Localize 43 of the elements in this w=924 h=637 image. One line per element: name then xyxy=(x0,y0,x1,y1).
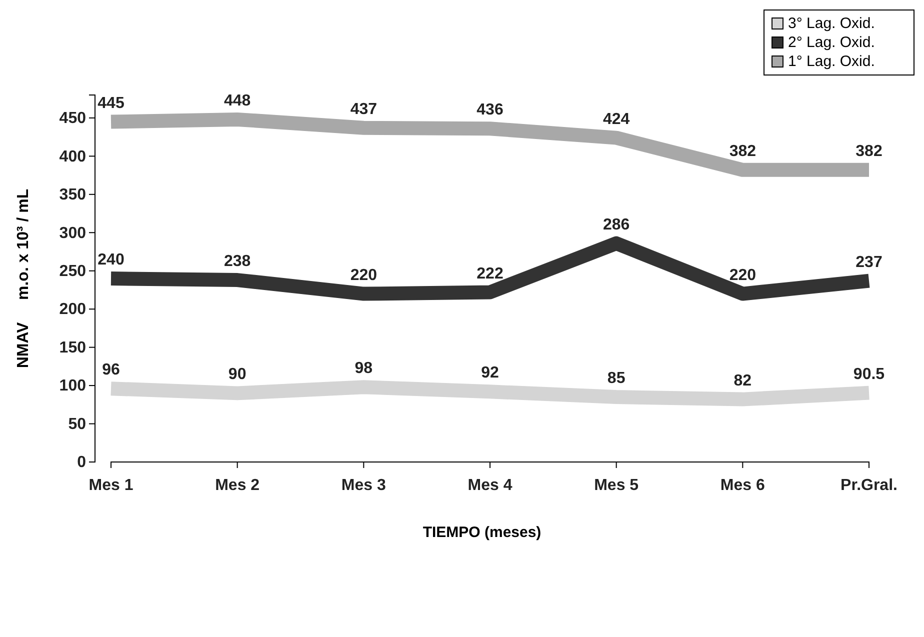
y-tick-label: 100 xyxy=(59,378,86,395)
data-label: 240 xyxy=(98,252,124,268)
y-tick-label: 250 xyxy=(59,262,86,280)
data-label: 96 xyxy=(102,362,120,379)
data-label: 448 xyxy=(224,92,251,110)
data-label: 382 xyxy=(856,142,882,160)
data-label: 437 xyxy=(350,100,378,118)
x-tick-label: Pr.Gral. xyxy=(840,477,898,494)
data-label: 82 xyxy=(734,372,752,390)
x-tick-label: Mes 2 xyxy=(215,477,260,494)
data-label: 238 xyxy=(224,253,251,270)
x-axis-title: TIEMPO (meses) xyxy=(422,524,542,541)
y-tick-label: 50 xyxy=(68,416,86,433)
y-tick-label: 300 xyxy=(59,224,86,242)
data-label: 286 xyxy=(602,216,630,234)
y-tick-label: 150 xyxy=(59,339,86,356)
y-tick-label: 0 xyxy=(77,454,86,472)
x-tick-label: Mes 3 xyxy=(341,477,386,494)
legend-label: 3° Lag. Oxid. xyxy=(788,15,875,32)
data-label: 90 xyxy=(228,366,246,384)
y-tick-label: 450 xyxy=(59,110,86,128)
data-label: 222 xyxy=(476,265,504,282)
data-label: 90.5 xyxy=(853,366,885,383)
y-axis-title: NMAV m.o. x 10³ / mL xyxy=(15,188,32,368)
data-label: 237 xyxy=(856,254,882,271)
legend-label: 2° Lag. Oxid. xyxy=(788,34,875,51)
y-tick-label: 400 xyxy=(59,148,86,166)
y-tick-label: 350 xyxy=(59,186,86,204)
data-label: 220 xyxy=(350,266,378,284)
data-label: 85 xyxy=(607,370,626,388)
x-tick-label: Mes 4 xyxy=(468,477,512,494)
legend-label: 1° Lag. Oxid. xyxy=(788,53,875,70)
data-label: 424 xyxy=(602,110,630,128)
data-label: 445 xyxy=(98,94,124,112)
x-tick-label: Mes 1 xyxy=(88,477,134,494)
data-label: 98 xyxy=(354,360,373,378)
data-label: 92 xyxy=(481,364,499,382)
data-label: 436 xyxy=(476,102,504,119)
x-tick-label: Mes 6 xyxy=(720,477,766,494)
y-tick-label: 200 xyxy=(59,301,86,318)
data-label: 382 xyxy=(729,142,756,160)
data-label: 220 xyxy=(729,266,756,284)
x-tick-label: Mes 5 xyxy=(594,477,639,494)
